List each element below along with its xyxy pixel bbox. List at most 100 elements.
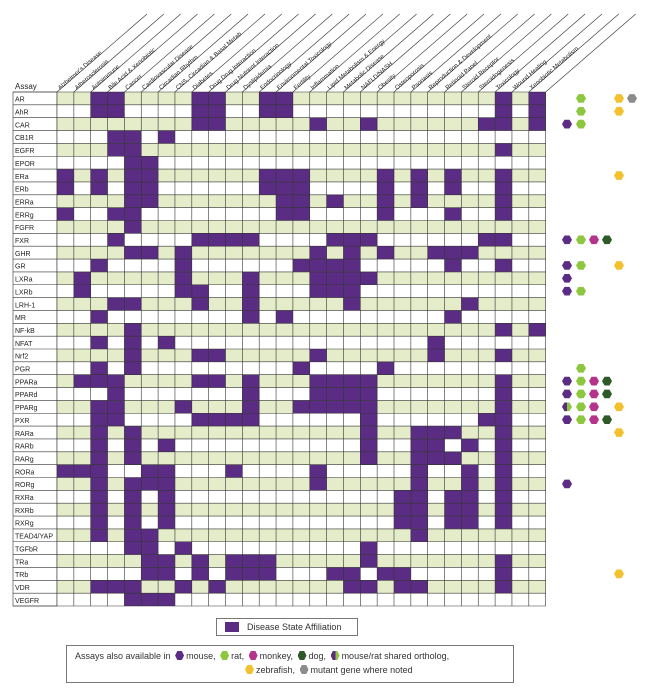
assay-label: GR	[15, 264, 26, 271]
affiliation-cell	[158, 593, 175, 606]
affiliation-cell	[242, 310, 260, 324]
affiliation-cell	[495, 104, 512, 118]
affiliation-cell	[444, 516, 462, 529]
affiliation-cell	[410, 464, 428, 478]
affiliation-cell	[326, 284, 344, 298]
affiliation-cell	[158, 464, 175, 478]
shared-ortholog-hex-marker	[562, 402, 567, 412]
affiliation-cell	[377, 246, 394, 260]
affiliation-cell	[174, 259, 192, 272]
rat-hex-marker	[576, 376, 586, 386]
affiliation-cell	[377, 567, 394, 581]
affiliation-cell	[427, 451, 445, 465]
affiliation-cell	[107, 297, 125, 311]
affiliation-cell	[343, 400, 361, 414]
affiliation-cell	[444, 259, 462, 272]
affiliation-legend-label: Disease State Affiliation	[247, 622, 342, 632]
header-slant-line	[292, 13, 384, 93]
row-band	[57, 323, 546, 337]
affiliation-cell	[427, 336, 445, 349]
affiliation-cell	[124, 451, 142, 465]
affiliation-cell	[495, 349, 512, 362]
affiliation-cell	[309, 374, 327, 388]
legend-rat: rat,	[231, 651, 245, 661]
affiliation-cell	[360, 554, 378, 568]
affiliation-cell	[141, 464, 159, 478]
affiliation-cell	[444, 451, 462, 465]
affiliation-cell	[326, 387, 344, 401]
affiliation-cell	[57, 464, 74, 478]
affiliation-cell	[124, 541, 142, 555]
affiliation-cell	[360, 400, 378, 414]
affiliation-cell	[309, 387, 327, 401]
assay-label: VDR	[15, 585, 30, 592]
affiliation-cell	[90, 451, 108, 465]
mouse-hex-marker	[562, 376, 572, 386]
affiliation-cell	[427, 438, 445, 452]
zebrafish-hex-marker	[614, 569, 624, 579]
affiliation-cell	[495, 400, 512, 414]
affiliation-cell	[495, 92, 512, 105]
affiliation-cell	[141, 567, 159, 581]
row-band	[57, 297, 546, 311]
affiliation-cell	[107, 580, 125, 594]
affiliation-cell	[292, 194, 310, 208]
affiliation-cell	[309, 464, 327, 478]
affiliation-cell	[360, 271, 378, 285]
affiliation-cell	[242, 297, 260, 311]
assay-label: TRa	[15, 559, 28, 566]
header-slant-line	[360, 13, 451, 93]
affiliation-cell	[259, 104, 277, 118]
affiliation-cell	[191, 233, 209, 247]
affiliation-cell	[360, 387, 378, 401]
affiliation-cell	[242, 567, 260, 581]
assay-label: TGFbR	[15, 546, 38, 553]
affiliation-cell	[158, 438, 175, 452]
affiliation-cell	[292, 259, 310, 272]
affiliation-cell	[208, 117, 226, 131]
affiliation-cell	[276, 104, 293, 118]
mouse-hex-marker	[562, 389, 572, 399]
mouse-hex-marker	[562, 286, 572, 296]
affiliation-cell	[343, 297, 361, 311]
affiliation-cell	[191, 297, 209, 311]
affiliation-cell	[528, 117, 546, 131]
affiliation-cell	[107, 207, 125, 221]
affiliation-cell	[191, 349, 209, 362]
affiliation-cell	[444, 169, 462, 182]
affiliation-cell	[158, 554, 175, 568]
header-slant-line	[427, 13, 518, 93]
affiliation-cell	[495, 516, 512, 529]
assay-label: RXRg	[15, 521, 34, 528]
rat-hex-marker	[576, 286, 586, 296]
affiliation-cell	[191, 104, 209, 118]
affiliation-cell	[495, 490, 512, 504]
affiliation-cell	[124, 438, 142, 452]
legend-monkey: monkey,	[259, 651, 293, 661]
affiliation-cell	[90, 310, 108, 324]
affiliation-cell	[292, 400, 310, 414]
affiliation-cell	[124, 130, 142, 144]
affiliation-cell	[107, 104, 125, 118]
assay-label: LRH-1	[15, 302, 35, 309]
affiliation-cell	[276, 169, 293, 182]
header-slant-line	[410, 13, 502, 93]
affiliation-cell	[309, 400, 327, 414]
affiliation-cell	[495, 374, 512, 388]
affiliation-cell	[174, 400, 192, 414]
affiliation-cell	[225, 554, 243, 568]
affiliation-cell	[410, 516, 428, 529]
rat-hex-marker	[576, 389, 586, 399]
affiliation-cell	[360, 451, 378, 465]
affiliation-cell	[90, 413, 108, 427]
affiliation-cell	[377, 361, 394, 375]
assay-label: RORa	[15, 469, 35, 476]
affiliation-cell	[343, 233, 361, 247]
header-slant-line	[275, 13, 367, 93]
affiliation-cell	[410, 580, 428, 594]
affiliation-cell	[326, 567, 344, 581]
assay-label: PXR	[15, 418, 29, 425]
affiliation-cell	[208, 413, 226, 427]
affiliation-swatch	[225, 622, 239, 632]
